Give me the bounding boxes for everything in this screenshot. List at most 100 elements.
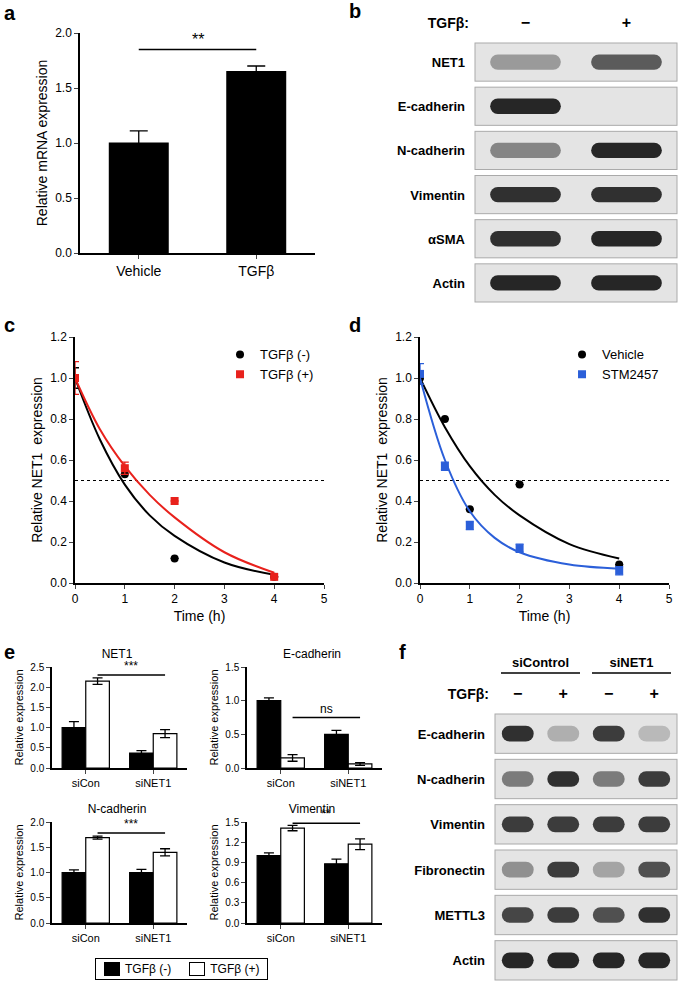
svg-text:1.0: 1.0 bbox=[395, 371, 412, 385]
svg-text:siControl: siControl bbox=[512, 655, 569, 670]
svg-text:METTL3: METTL3 bbox=[434, 908, 485, 923]
svg-text:+: + bbox=[559, 685, 568, 702]
svg-text:0.5: 0.5 bbox=[30, 892, 44, 903]
svg-text:0.5: 0.5 bbox=[225, 729, 239, 740]
svg-text:siNET1: siNET1 bbox=[135, 777, 171, 789]
svg-text:2.0: 2.0 bbox=[30, 682, 44, 693]
svg-text:1.0: 1.0 bbox=[30, 867, 44, 878]
svg-text:4: 4 bbox=[271, 592, 278, 606]
svg-text:Actin: Actin bbox=[453, 953, 486, 968]
svg-text:1: 1 bbox=[121, 592, 128, 606]
svg-text:Vimentin: Vimentin bbox=[289, 802, 335, 816]
svg-text:3: 3 bbox=[566, 592, 573, 606]
svg-text:N-cadherin: N-cadherin bbox=[397, 143, 465, 158]
svg-text:E-cadherin: E-cadherin bbox=[283, 647, 341, 661]
svg-text:1.5: 1.5 bbox=[225, 662, 239, 673]
svg-text:TGFβ:: TGFβ: bbox=[448, 686, 489, 702]
svg-text:siCon: siCon bbox=[72, 777, 100, 789]
svg-text:+: + bbox=[622, 14, 631, 31]
svg-text:αSMA: αSMA bbox=[428, 232, 465, 247]
svg-text:0.6: 0.6 bbox=[50, 453, 67, 467]
svg-text:siNET1: siNET1 bbox=[135, 932, 171, 944]
svg-text:0.0: 0.0 bbox=[225, 918, 239, 929]
svg-text:N-cadherin: N-cadherin bbox=[417, 772, 485, 787]
svg-text:0.4: 0.4 bbox=[50, 494, 67, 508]
svg-text:Relative expression: Relative expression bbox=[13, 670, 25, 766]
svg-text:NET1: NET1 bbox=[102, 647, 133, 661]
svg-text:1.5: 1.5 bbox=[55, 81, 72, 95]
svg-text:**: ** bbox=[321, 807, 331, 821]
svg-text:TGFβ (+): TGFβ (+) bbox=[260, 367, 313, 382]
svg-text:Time (h): Time (h) bbox=[519, 608, 571, 624]
svg-text:1: 1 bbox=[466, 592, 473, 606]
svg-text:0.0: 0.0 bbox=[30, 918, 44, 929]
svg-text:0.6: 0.6 bbox=[395, 453, 412, 467]
svg-text:−: − bbox=[513, 685, 522, 702]
svg-text:1.0: 1.0 bbox=[50, 371, 67, 385]
svg-text:E-cadherin: E-cadherin bbox=[418, 727, 485, 742]
svg-text:0.2: 0.2 bbox=[395, 535, 412, 549]
svg-text:0.8: 0.8 bbox=[50, 412, 67, 426]
svg-text:Relative NET1 expression: Relative NET1 expression bbox=[374, 377, 390, 543]
svg-text:siNET1: siNET1 bbox=[330, 777, 366, 789]
svg-text:TGFβ (-): TGFβ (-) bbox=[260, 347, 310, 362]
svg-text:1.2: 1.2 bbox=[225, 837, 239, 848]
svg-text:siCon: siCon bbox=[72, 932, 100, 944]
svg-text:Relative expression: Relative expression bbox=[208, 670, 220, 766]
svg-text:1.5: 1.5 bbox=[30, 702, 44, 713]
svg-text:**: ** bbox=[192, 31, 204, 48]
svg-text:0: 0 bbox=[72, 592, 79, 606]
svg-text:0.0: 0.0 bbox=[225, 763, 239, 774]
svg-text:0.5: 0.5 bbox=[30, 742, 44, 753]
svg-text:Vehicle: Vehicle bbox=[116, 263, 161, 279]
svg-text:1.5: 1.5 bbox=[30, 842, 44, 853]
svg-text:1.2: 1.2 bbox=[395, 330, 412, 344]
svg-text:0.9: 0.9 bbox=[225, 857, 239, 868]
svg-text:Time (h): Time (h) bbox=[174, 608, 226, 624]
svg-text:0.0: 0.0 bbox=[55, 246, 72, 260]
svg-text:1.5: 1.5 bbox=[225, 817, 239, 828]
svg-text:2.0: 2.0 bbox=[30, 817, 44, 828]
svg-text:1.0: 1.0 bbox=[225, 695, 239, 706]
svg-text:Relative expression: Relative expression bbox=[208, 825, 220, 921]
svg-text:Vimentin: Vimentin bbox=[430, 817, 485, 832]
svg-text:1.0: 1.0 bbox=[55, 136, 72, 150]
svg-text:Vehicle: Vehicle bbox=[602, 347, 644, 362]
svg-text:0.8: 0.8 bbox=[395, 412, 412, 426]
svg-text:2.5: 2.5 bbox=[30, 662, 44, 673]
svg-text:siCon: siCon bbox=[267, 932, 295, 944]
svg-text:0.0: 0.0 bbox=[395, 576, 412, 590]
svg-text:−: − bbox=[521, 14, 530, 31]
svg-text:0.2: 0.2 bbox=[50, 535, 67, 549]
svg-text:ns: ns bbox=[320, 702, 333, 716]
svg-text:E-cadherin: E-cadherin bbox=[398, 99, 465, 114]
svg-text:NET1: NET1 bbox=[432, 55, 465, 70]
svg-text:***: *** bbox=[124, 659, 138, 673]
svg-text:5: 5 bbox=[321, 592, 328, 606]
svg-text:1.2: 1.2 bbox=[50, 330, 67, 344]
svg-text:***: *** bbox=[124, 817, 138, 831]
svg-text:0.4: 0.4 bbox=[395, 494, 412, 508]
svg-text:2.0: 2.0 bbox=[55, 26, 72, 40]
svg-text:0.0: 0.0 bbox=[30, 763, 44, 774]
svg-text:Relative mRNA expression: Relative mRNA expression bbox=[34, 60, 50, 227]
svg-text:3: 3 bbox=[221, 592, 228, 606]
svg-text:1.0: 1.0 bbox=[30, 722, 44, 733]
svg-text:0.6: 0.6 bbox=[225, 877, 239, 888]
svg-text:Relative expression: Relative expression bbox=[13, 825, 25, 921]
svg-text:siCon: siCon bbox=[267, 777, 295, 789]
svg-text:Vimentin: Vimentin bbox=[410, 188, 465, 203]
svg-text:4: 4 bbox=[616, 592, 623, 606]
svg-text:0.5: 0.5 bbox=[55, 191, 72, 205]
svg-text:STM2457: STM2457 bbox=[602, 367, 658, 382]
svg-text:N-cadherin: N-cadherin bbox=[88, 802, 147, 816]
svg-text:+: + bbox=[650, 685, 659, 702]
svg-text:TGFβ: TGFβ bbox=[238, 263, 274, 279]
svg-text:−: − bbox=[604, 685, 613, 702]
svg-text:0.3: 0.3 bbox=[225, 897, 239, 908]
svg-text:0.0: 0.0 bbox=[50, 576, 67, 590]
svg-text:5: 5 bbox=[666, 592, 673, 606]
svg-text:Fibronectin: Fibronectin bbox=[414, 863, 485, 878]
svg-text:2: 2 bbox=[516, 592, 523, 606]
svg-text:TGFβ:: TGFβ: bbox=[428, 15, 469, 31]
